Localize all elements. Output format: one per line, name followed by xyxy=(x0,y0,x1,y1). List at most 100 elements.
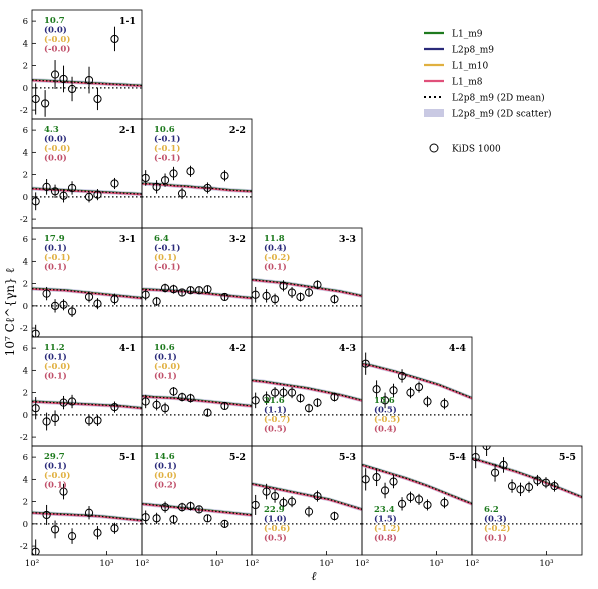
data-point xyxy=(110,295,119,304)
data-point xyxy=(42,417,51,426)
data-point xyxy=(67,531,77,541)
model-2d-mean xyxy=(252,379,362,401)
y-tick-label: 6 xyxy=(23,453,28,463)
panel-stat-l2p8-m9: (0.1) xyxy=(44,461,67,472)
y-tick-label: 2 xyxy=(23,171,28,181)
data-point xyxy=(186,286,195,295)
data-point xyxy=(186,501,195,511)
model-2d-mean xyxy=(32,187,142,195)
data-point xyxy=(330,511,339,521)
panel-stat-l2p8-m9: (0.5) xyxy=(374,405,397,416)
data-point xyxy=(203,285,212,294)
data-point xyxy=(194,286,204,295)
panel-stat-l1-m8: (0.1) xyxy=(44,371,67,382)
data-point xyxy=(84,292,94,302)
panel-stat-l1-m8: (0.5) xyxy=(264,533,287,544)
data-point xyxy=(507,481,517,491)
data-point xyxy=(177,503,187,512)
y-tick-label: -2 xyxy=(20,324,28,334)
panel-plot-area xyxy=(142,283,252,307)
data-point xyxy=(186,394,195,403)
data-point xyxy=(160,503,170,512)
panel-stat-l1-m10: (-0.0) xyxy=(44,34,70,45)
data-point xyxy=(42,182,51,191)
y-tick-label: 6 xyxy=(23,17,28,27)
data-point xyxy=(490,468,500,477)
panel-id-label: 2-1 xyxy=(119,125,136,136)
panel-stat-l1-m10: (-0.0) xyxy=(44,143,70,154)
data-point xyxy=(220,519,229,528)
panel-plot-area xyxy=(252,481,362,525)
model-2d-mean xyxy=(142,503,252,516)
panel-stat-chi2: 15.6 xyxy=(374,396,395,406)
panel-plot-area xyxy=(362,462,472,525)
x-tick-label: 10³ xyxy=(209,559,223,569)
data-point xyxy=(270,388,280,397)
y-tick-label: 4 xyxy=(23,39,28,49)
panel-id-label: 3-2 xyxy=(229,234,246,245)
y-tick-label: 2 xyxy=(23,389,28,399)
data-point xyxy=(152,514,161,523)
y-tick-label: -2 xyxy=(20,106,28,116)
data-point xyxy=(220,171,229,180)
panel-stat-l2p8-m9: (0.1) xyxy=(44,352,67,363)
data-point xyxy=(270,491,280,501)
data-point xyxy=(423,500,432,510)
panel-stat-l1-m10: (-0.1) xyxy=(44,252,70,263)
data-point xyxy=(423,397,432,406)
model-2d-mean xyxy=(142,182,252,192)
panel-plot-area xyxy=(32,483,142,555)
data-point xyxy=(177,288,187,297)
y-tick-label: 4 xyxy=(23,366,28,376)
legend-swatch xyxy=(429,143,439,153)
panel-2-2: 2-210.6(-0.1)(-0.1)(-0.1) xyxy=(141,118,253,229)
data-point xyxy=(270,295,280,304)
data-point xyxy=(194,505,204,514)
panel-plot-area xyxy=(32,177,142,211)
data-point xyxy=(152,400,161,409)
data-point xyxy=(304,507,314,516)
panel-stat-l2p8-m9: (0.1) xyxy=(154,461,177,472)
data-point xyxy=(67,84,77,94)
data-point xyxy=(152,182,161,191)
data-point xyxy=(262,487,271,496)
x-tick-label: 10² xyxy=(465,559,479,569)
panel-stat-chi2: 11.2 xyxy=(44,343,65,353)
panel-stat-chi2: 23.4 xyxy=(374,505,395,515)
panel-id-label: 4-4 xyxy=(449,343,467,354)
data-point xyxy=(516,485,525,494)
data-point xyxy=(93,94,102,104)
data-point xyxy=(406,493,415,502)
panel-stat-chi2: 10.6 xyxy=(154,125,175,135)
data-point xyxy=(84,75,94,85)
data-point xyxy=(372,385,381,394)
panel-id-label: 2-2 xyxy=(229,125,246,136)
data-point xyxy=(110,34,119,44)
model-2d-mean xyxy=(32,288,142,299)
data-point xyxy=(203,408,212,417)
data-point xyxy=(50,525,60,534)
panel-3-3: 3-3 11.8(0.4)(-0.2)(0.1) xyxy=(251,227,363,338)
panel-stat-chi2: 6.4 xyxy=(154,234,169,244)
data-point xyxy=(152,297,161,306)
model-2d-mean xyxy=(32,400,142,409)
panel-frame xyxy=(471,445,583,556)
legend-item-6: KiDS 1000 xyxy=(429,143,501,155)
panel-stat-chi2: 6.2 xyxy=(484,505,499,515)
y-tick-label: 4 xyxy=(23,148,28,158)
data-point xyxy=(84,192,94,201)
panel-stat-l1-m10: (-0.0) xyxy=(154,361,180,372)
legend-label: L2p8_m9 xyxy=(452,46,494,56)
model-2d-mean xyxy=(252,279,362,297)
data-point xyxy=(406,388,415,397)
data-point xyxy=(50,301,60,310)
panel-plot-area xyxy=(252,277,362,307)
data-point xyxy=(279,281,288,290)
data-point xyxy=(541,478,551,487)
x-tick-label: 10² xyxy=(355,559,369,569)
data-point xyxy=(110,402,119,412)
panel-stat-l1-m8: (0.4) xyxy=(374,424,397,435)
data-point xyxy=(372,473,381,482)
